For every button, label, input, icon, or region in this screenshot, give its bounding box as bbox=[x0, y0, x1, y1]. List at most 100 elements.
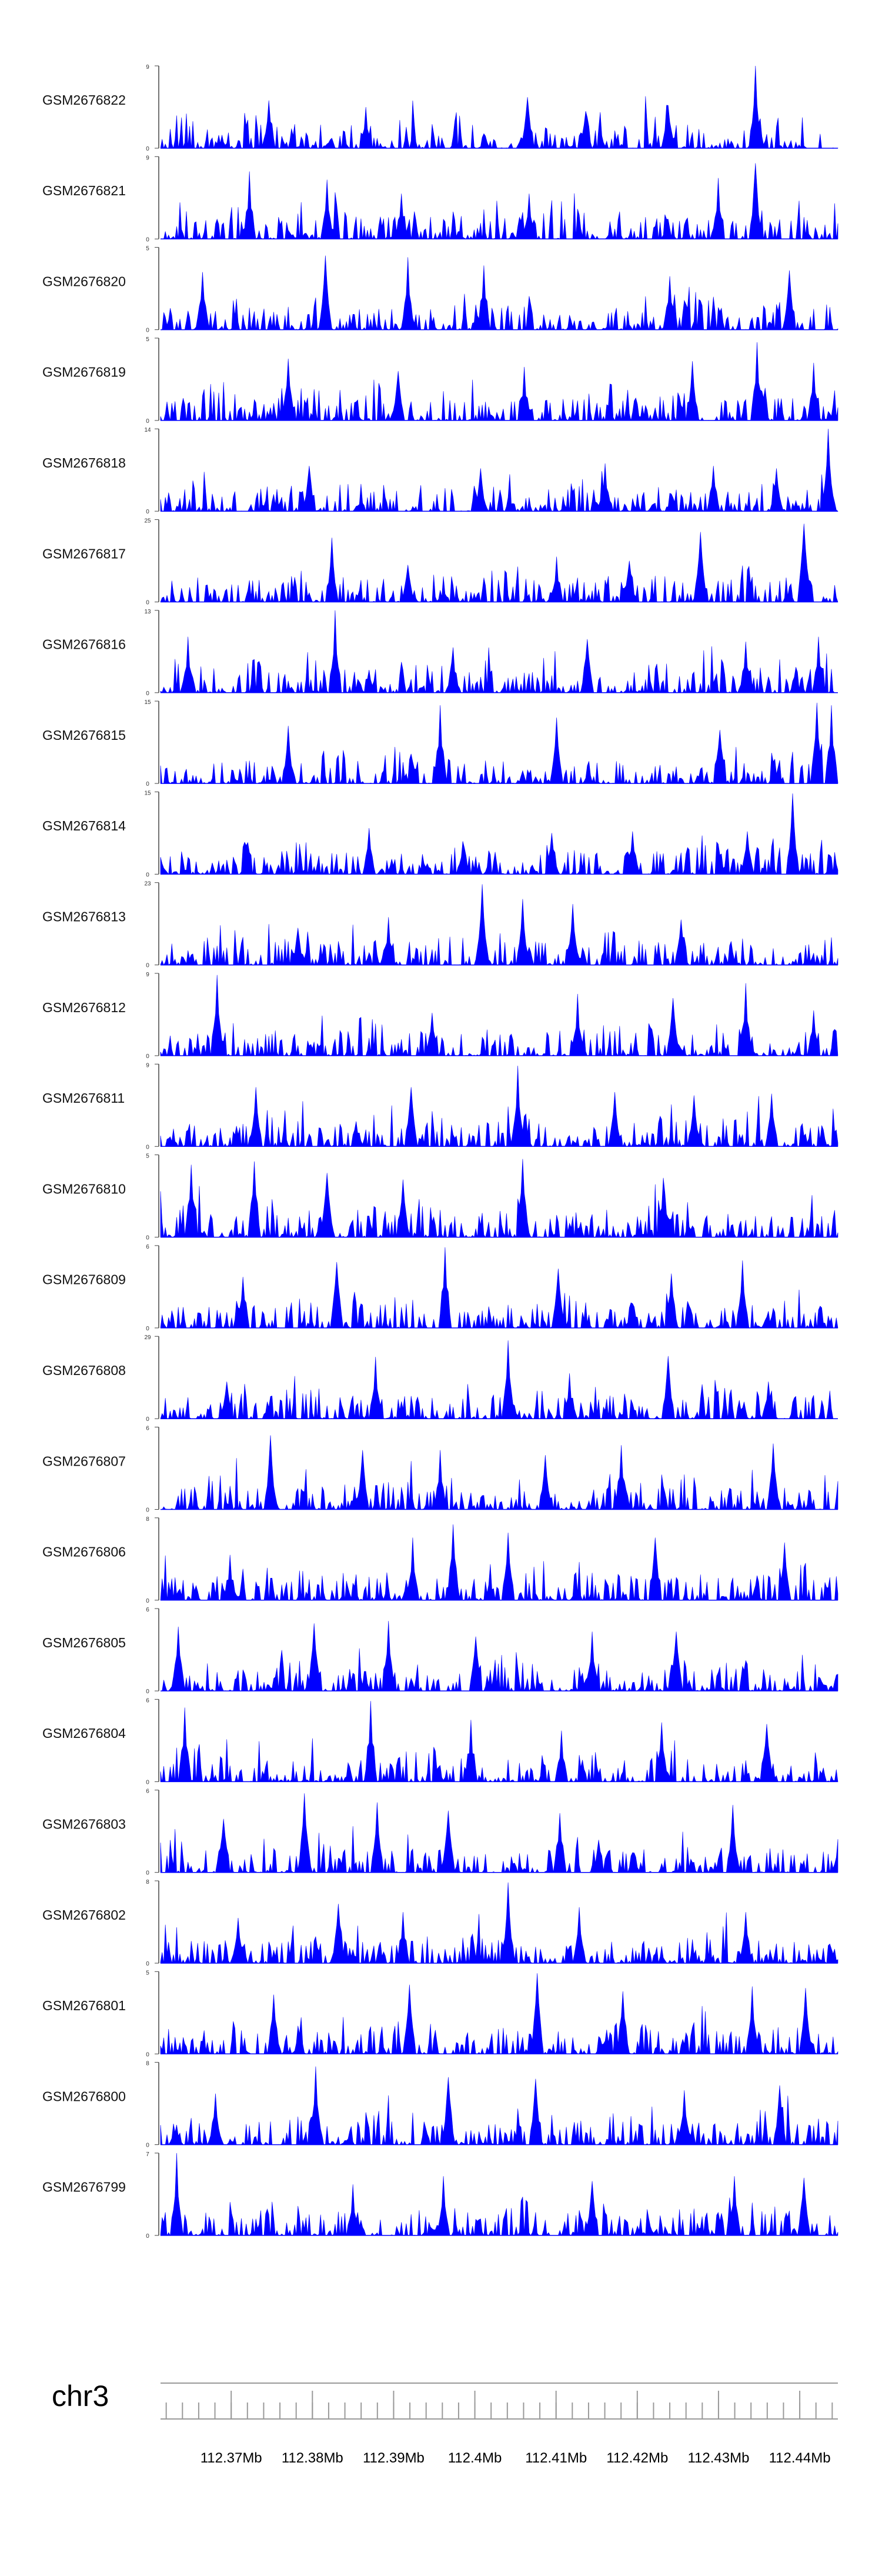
coverage-area bbox=[160, 1621, 838, 1692]
coverage-area bbox=[160, 1701, 838, 1783]
y-max-label: 13 bbox=[144, 609, 151, 615]
tick-label: 112.4Mb bbox=[448, 2450, 502, 2466]
y-max-label: 9 bbox=[146, 64, 149, 71]
y-max-label: 15 bbox=[144, 699, 151, 706]
y-min-label: 0 bbox=[146, 1870, 149, 1877]
y-min-label: 0 bbox=[146, 509, 149, 515]
track-label: GSM2676802 bbox=[42, 1907, 126, 1923]
y-max-label: 15 bbox=[144, 790, 151, 796]
coverage-area bbox=[160, 1973, 838, 2055]
coverage-area bbox=[160, 2066, 838, 2145]
y-min-label: 0 bbox=[146, 1779, 149, 1786]
tick-label: 112.44Mb bbox=[769, 2450, 831, 2466]
track-label: GSM2676818 bbox=[42, 455, 126, 471]
tick-label: 112.37Mb bbox=[201, 2450, 262, 2466]
y-min-label: 0 bbox=[146, 872, 149, 878]
y-max-label: 25 bbox=[144, 518, 151, 525]
track-label: GSM2676805 bbox=[42, 1635, 126, 1650]
track-label: GSM2676817 bbox=[42, 546, 126, 561]
tick-label: 112.38Mb bbox=[282, 2450, 343, 2466]
tick-label: 112.42Mb bbox=[606, 2450, 668, 2466]
track-GSM2676803: GSM2676803 6 0 bbox=[42, 1788, 838, 1877]
track-GSM2676819: GSM2676819 5 0 bbox=[42, 336, 838, 425]
track-label: GSM2676807 bbox=[42, 1453, 126, 1469]
track-label: GSM2676813 bbox=[42, 909, 126, 925]
track-label: GSM2676799 bbox=[42, 2180, 126, 2195]
y-max-label: 5 bbox=[146, 336, 149, 343]
y-max-label: 6 bbox=[146, 1426, 149, 1432]
y-max-label: 9 bbox=[146, 972, 149, 978]
y-min-label: 0 bbox=[146, 2233, 149, 2240]
genome-axis: chr3 112.37Mb 112.38Mb 112.39Mb 112.4Mb 112.4… bbox=[52, 2380, 838, 2466]
track-GSM2676821: GSM2676821 9 0 bbox=[42, 155, 838, 243]
track-GSM2676818: GSM2676818 14 0 bbox=[42, 427, 838, 515]
tick-label: 112.39Mb bbox=[363, 2450, 425, 2466]
tick-label: 112.43Mb bbox=[687, 2450, 749, 2466]
y-min-label: 0 bbox=[146, 963, 149, 969]
y-max-label: 8 bbox=[146, 1516, 149, 1523]
y-min-label: 0 bbox=[146, 1416, 149, 1423]
coverage-tracks: GSM267682290GSM267682190GSM267682050GSM2… bbox=[42, 64, 838, 2240]
y-max-label: 6 bbox=[146, 1788, 149, 1795]
track-label: GSM2676808 bbox=[42, 1363, 126, 1378]
track-label: GSM2676816 bbox=[42, 637, 126, 652]
y-max-label: 6 bbox=[146, 1607, 149, 1613]
coverage-area bbox=[160, 702, 838, 785]
track-GSM2676804: GSM2676804 6 0 bbox=[42, 1697, 838, 1786]
y-max-label: 14 bbox=[144, 427, 151, 433]
y-min-label: 0 bbox=[146, 690, 149, 697]
track-GSM2676799: GSM2676799 7 0 bbox=[42, 2151, 838, 2240]
y-max-label: 6 bbox=[146, 1697, 149, 1704]
y-max-label: 6 bbox=[146, 1244, 149, 1250]
track-GSM2676809: GSM2676809 6 0 bbox=[42, 1244, 838, 1332]
coverage-area bbox=[161, 255, 838, 331]
y-max-label: 8 bbox=[146, 1879, 149, 1886]
track-label: GSM2676800 bbox=[42, 2088, 126, 2104]
y-min-label: 0 bbox=[146, 1144, 149, 1150]
track-label: GSM2676821 bbox=[42, 183, 126, 198]
track-GSM2676808: GSM2676808 29 0 bbox=[42, 1334, 838, 1423]
y-max-label: 5 bbox=[146, 1970, 149, 1976]
y-min-label: 0 bbox=[146, 1598, 149, 1604]
track-label: GSM2676801 bbox=[42, 1998, 126, 2013]
coverage-area bbox=[160, 1066, 838, 1147]
y-min-label: 0 bbox=[146, 1235, 149, 1242]
track-GSM2676801: GSM2676801 5 0 bbox=[42, 1970, 838, 2058]
track-label: GSM2676814 bbox=[42, 818, 126, 833]
track-GSM2676815: GSM2676815 15 0 bbox=[42, 699, 838, 788]
y-min-label: 0 bbox=[146, 1326, 149, 1332]
track-label: GSM2676820 bbox=[42, 273, 126, 289]
y-min-label: 0 bbox=[146, 1961, 149, 1967]
y-min-label: 0 bbox=[146, 2143, 149, 2149]
coverage-area bbox=[160, 793, 838, 875]
coverage-area bbox=[160, 1159, 838, 1238]
coverage-area bbox=[160, 429, 838, 512]
track-label: GSM2676809 bbox=[42, 1272, 126, 1287]
y-min-label: 0 bbox=[146, 1053, 149, 1060]
coverage-area bbox=[160, 1247, 838, 1329]
coverage-area bbox=[160, 523, 838, 603]
y-min-label: 0 bbox=[146, 328, 149, 334]
coverage-area bbox=[160, 2153, 838, 2237]
track-label: GSM2676811 bbox=[42, 1090, 125, 1106]
y-max-label: 9 bbox=[146, 1062, 149, 1069]
y-min-label: 0 bbox=[146, 1689, 149, 1695]
track-GSM2676814: GSM2676814 15 0 bbox=[42, 790, 838, 878]
track-label: GSM2676822 bbox=[42, 92, 126, 108]
track-label: GSM2676804 bbox=[42, 1726, 126, 1741]
y-max-label: 8 bbox=[146, 2061, 149, 2067]
y-max-label: 5 bbox=[146, 246, 149, 252]
y-min-label: 0 bbox=[146, 236, 149, 243]
y-max-label: 9 bbox=[146, 155, 149, 161]
y-max-label: 5 bbox=[146, 1153, 149, 1160]
track-label: GSM2676806 bbox=[42, 1544, 126, 1560]
y-max-label: 23 bbox=[144, 881, 151, 887]
track-GSM2676802: GSM2676802 8 0 bbox=[42, 1879, 838, 1967]
track-GSM2676820: GSM2676820 5 0 bbox=[42, 246, 838, 334]
track-GSM2676822: GSM2676822 9 0 bbox=[42, 64, 838, 152]
track-GSM2676813: GSM2676813 23 0 bbox=[42, 881, 838, 969]
track-label: GSM2676803 bbox=[42, 1817, 126, 1832]
y-min-label: 0 bbox=[146, 2051, 149, 2058]
coverage-area bbox=[160, 65, 838, 149]
